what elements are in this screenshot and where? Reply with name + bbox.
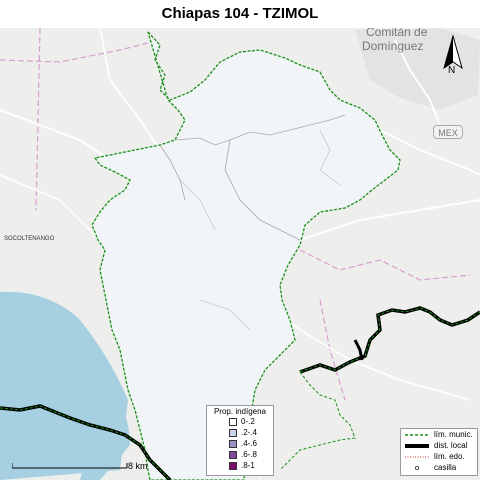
municipality-tzimol[interactable] [91,31,401,480]
north-arrow-icon [443,34,463,70]
pink-boundary-3 [299,249,471,281]
legend-proportion: Prop. indígena 0-.2 .2-.4 .4-.6 .6-.8 .8… [206,405,274,476]
pink-boundary-4 [319,299,346,401]
road-north [99,28,161,151]
district-border-east-munic [299,307,480,373]
legend-proportion-title: Prop. indígena [213,407,267,416]
casilla-point-icon [414,465,419,470]
road-badge: MEX [433,125,463,139]
legend-row: .6-.8 [207,449,273,460]
legend-label: lím. edo. [434,452,465,461]
legend-swatch [229,428,237,437]
legend-row: .8-1 [207,460,273,471]
section-line-3 [159,144,186,201]
legend-label: .8-1 [241,461,255,470]
urban-area [355,28,480,110]
district-border-spur [353,339,364,361]
north-label: N [448,65,456,76]
north-arrow: N [440,34,466,80]
map-title: Chiapas 104 - TZIMOL [161,5,319,22]
legend-label: lím. munic. [434,430,473,439]
legend-row: .2-.4 [207,427,273,438]
road-east [379,129,480,176]
legend-lines: lím. munic. dist. local lím. edo. casill… [400,428,478,476]
section-line-5 [179,179,216,231]
legend-label: .4-.6 [241,439,258,448]
legend-label: .6-.8 [241,450,258,459]
section-line-4 [319,129,341,186]
section-line-1 [174,114,346,146]
section-line-6 [199,299,251,331]
map-canvas[interactable]: Comitán de Domínguez SOCOLTENANGO [0,28,480,480]
legend-swatch [229,461,237,470]
section-line-2 [224,139,301,241]
legend-label: 0-.2 [241,417,255,426]
scale-label: 8 km [128,461,148,471]
dist-line-icon [405,443,429,448]
munic-line-icon [405,433,429,436]
legend-label: casilla [434,463,457,472]
legend-swatch [229,450,237,459]
road-highway [394,39,441,126]
legend-swatch [229,417,237,426]
place-label-town-1: Comitán de [366,28,428,39]
place-label-town-2: Domínguez [362,39,424,53]
place-label-village: SOCOLTENANGO [4,236,55,242]
legend-row-edo: lím. edo. [401,451,477,462]
legend-label: .2-.4 [241,428,258,437]
legend-swatch [229,439,237,448]
legend-row-munic: lím. munic. [401,429,477,440]
pink-boundary-1 [0,39,161,63]
map-svg [0,28,480,480]
scale-bar [12,463,128,469]
legend-label: dist. local [434,441,468,450]
pink-boundary-2 [35,28,41,211]
legend-row-casilla: casilla [401,462,477,473]
legend-row: 0-.2 [207,416,273,427]
district-border-west-munic [0,405,171,480]
legend-row: .4-.6 [207,438,273,449]
legend-row-dist: dist. local [401,440,477,451]
edo-line-icon [405,456,429,457]
